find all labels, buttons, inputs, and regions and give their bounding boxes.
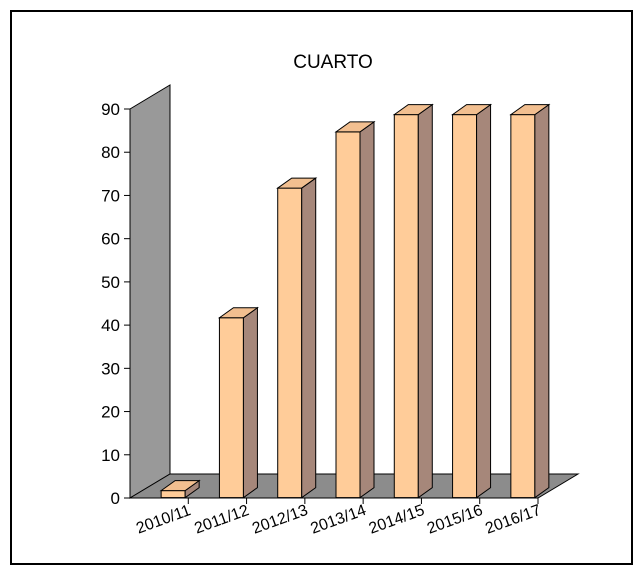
- bar-side: [242, 306, 258, 499]
- bar-front: [160, 490, 186, 499]
- x-tick-label: 2013/14: [308, 502, 368, 538]
- bar-top: [276, 177, 318, 189]
- category-axis: 2010/11 2011/122012/132013/142014/152015/…: [134, 498, 543, 538]
- y-tick-label: 70: [101, 186, 120, 205]
- bar-top: [392, 104, 434, 116]
- bar-front: [452, 114, 478, 499]
- side-wall: [129, 84, 171, 499]
- bar-front: [393, 114, 419, 499]
- bar-top: [451, 104, 493, 116]
- value-axis: 0 10 20 30 40 50 60 70 80 90: [101, 100, 538, 508]
- bar-top: [509, 104, 551, 116]
- bar: [451, 103, 493, 499]
- y-tick-label: 60: [101, 230, 120, 249]
- bar: [509, 103, 551, 499]
- x-tick-label: 2010/11: [134, 502, 193, 537]
- bar: [334, 120, 376, 499]
- x-tick-label: 2015/16: [425, 502, 485, 538]
- bar-top: [217, 307, 259, 319]
- y-tick-label: 90: [101, 100, 120, 119]
- bar-side: [534, 103, 550, 499]
- bars: [159, 103, 551, 499]
- bar-front: [277, 187, 303, 499]
- x-tick-label: 2014/15: [367, 502, 427, 538]
- y-tick-label: 20: [101, 403, 120, 422]
- x-tick-label: 2012/13: [250, 502, 310, 538]
- x-tick-label: 2016/17: [483, 502, 543, 538]
- y-tick-label: 50: [101, 273, 120, 292]
- bar: [276, 177, 318, 499]
- bar-front: [335, 131, 361, 499]
- bar: [217, 306, 259, 499]
- bar-top: [159, 480, 201, 492]
- bar-side: [417, 103, 433, 499]
- y-tick-label: 0: [111, 489, 120, 508]
- bar-side: [301, 177, 317, 499]
- bar-top: [334, 121, 376, 133]
- bar-front: [510, 114, 536, 499]
- x-tick-label: 2011/12: [192, 502, 251, 537]
- y-tick-label: 10: [101, 446, 120, 465]
- bar: [392, 103, 434, 499]
- y-tick-label: 30: [101, 359, 120, 378]
- bar-front: [218, 317, 244, 499]
- bar: [159, 479, 201, 499]
- chart-title: CUARTO: [293, 52, 373, 73]
- y-tick-label: 80: [101, 143, 120, 162]
- y-tick-label: 40: [101, 316, 120, 335]
- bar-side: [359, 120, 375, 499]
- bar-side: [476, 103, 492, 499]
